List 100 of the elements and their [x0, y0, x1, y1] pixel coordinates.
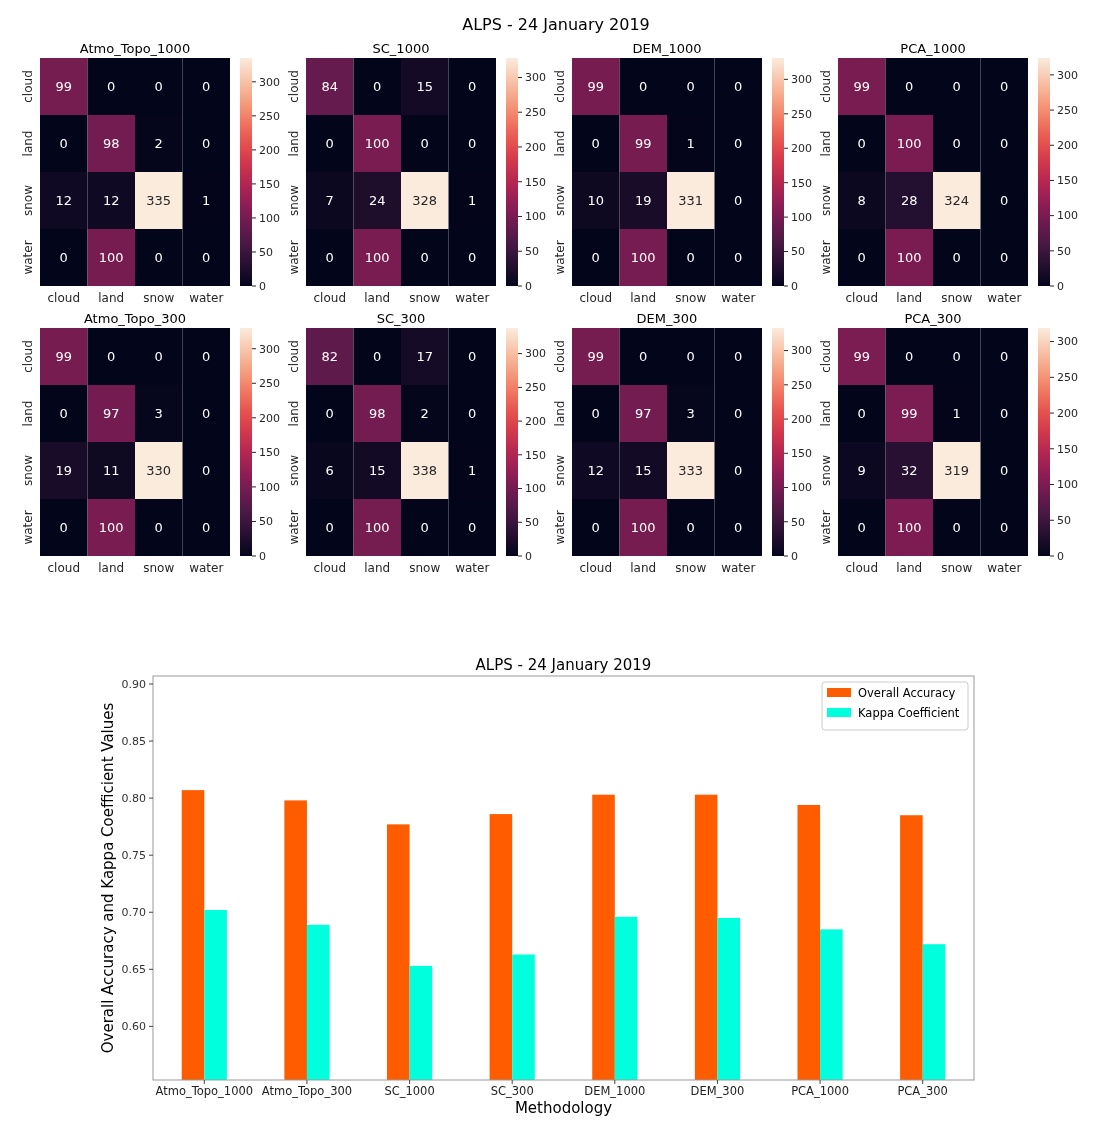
data-label: 0: [420, 136, 429, 152]
data-label: 0: [734, 406, 743, 422]
color-bar-label: 50: [1057, 514, 1071, 528]
color-bar-label: 150: [525, 175, 546, 189]
color-bar-label: 200: [791, 412, 812, 426]
data-label: 335: [146, 193, 172, 209]
chart-title: PCA_300: [904, 311, 962, 326]
data-label: 0: [1000, 193, 1009, 209]
data-label: 0: [1000, 136, 1009, 152]
data-label: 24: [368, 193, 386, 209]
y-tick-label: land: [819, 400, 833, 427]
color-bar-label: 0: [525, 279, 532, 293]
x-tick-label: DEM_1000: [584, 1084, 646, 1098]
data-label: 0: [1000, 520, 1009, 536]
data-label: 0: [591, 136, 600, 152]
y-tick-label: 0.90: [121, 677, 146, 691]
color-bar-label: 100: [1057, 209, 1078, 223]
data-label: 12: [587, 463, 605, 479]
chart-title: SC_1000: [372, 41, 430, 56]
x-tick-label: snow: [941, 291, 973, 305]
data-label: 0: [325, 406, 334, 422]
color-bar-label: 300: [259, 75, 280, 89]
data-label: 99: [55, 79, 73, 95]
y-tick-label: snow: [819, 454, 833, 487]
color-bar-label: 250: [791, 378, 812, 392]
data-label: 10: [587, 193, 605, 209]
data-label: 0: [373, 349, 382, 365]
y-tick-label: cloud: [21, 340, 35, 373]
color-bar-label: 200: [1057, 139, 1078, 153]
data-label: 0: [952, 250, 961, 266]
data-label: 1: [686, 136, 695, 152]
color-bar-label: 250: [259, 109, 280, 123]
color-bar-label: 100: [259, 480, 280, 494]
x-tick-label: water: [455, 291, 490, 305]
data-label: 9: [857, 463, 866, 479]
y-tick-label: land: [553, 130, 567, 157]
y-tick-label: cloud: [819, 70, 833, 103]
x-tick-label: SC_300: [490, 1084, 534, 1098]
y-tick-label: cloud: [287, 70, 301, 103]
y-tick-label: land: [287, 400, 301, 427]
data-label: 100: [896, 136, 922, 152]
x-tick-label: snow: [143, 561, 175, 575]
data-label: 15: [634, 463, 652, 479]
data-label: 0: [468, 250, 477, 266]
x-tick-label: cloud: [845, 291, 878, 305]
data-label: 0: [857, 406, 866, 422]
data-label: 0: [154, 79, 163, 95]
color-bar-label: 250: [791, 107, 812, 121]
data-label: 0: [468, 520, 477, 536]
data-label: 0: [905, 79, 914, 95]
legend-label: Kappa Coefficient: [858, 706, 960, 721]
color-bar-label: 100: [791, 210, 812, 224]
data-label: 0: [468, 406, 477, 422]
data-label: 0: [639, 349, 648, 365]
y-tick-label: 0.75: [121, 849, 146, 863]
data-label: 0: [686, 250, 695, 266]
data-label: 0: [468, 79, 477, 95]
data-label: 0: [325, 520, 334, 536]
x-tick-label: water: [987, 561, 1022, 575]
y-tick-label: 0.70: [121, 906, 146, 920]
data-label: 100: [364, 250, 390, 266]
data-label: 98: [368, 406, 386, 422]
y-tick-label: water: [553, 240, 567, 275]
x-tick-label: snow: [143, 291, 175, 305]
data-label: 100: [896, 250, 922, 266]
color-bar-label: 300: [1057, 335, 1078, 349]
data-label: 15: [368, 463, 386, 479]
data-label: 100: [98, 250, 124, 266]
data-label: 2: [420, 406, 429, 422]
data-label: 328: [412, 193, 438, 209]
x-tick-label: SC_1000: [384, 1084, 435, 1098]
color-bar-label: 50: [259, 515, 273, 529]
data-label: 0: [202, 349, 211, 365]
data-label: 32: [900, 463, 918, 479]
data-label: 0: [154, 520, 163, 536]
color-bar-label: 250: [1057, 103, 1078, 117]
color-bar-label: 150: [791, 176, 812, 190]
data-label: 100: [364, 520, 390, 536]
data-label: 0: [468, 136, 477, 152]
color-bar-label: 250: [525, 106, 546, 120]
data-label: 0: [154, 250, 163, 266]
color-bar-label: 100: [259, 211, 280, 225]
color-bar-label: 250: [525, 381, 546, 395]
data-label: 0: [1000, 250, 1009, 266]
x-tick-label: cloud: [845, 561, 878, 575]
data-label: 0: [857, 520, 866, 536]
data-label: 19: [55, 463, 73, 479]
data-label: 0: [373, 79, 382, 95]
y-tick-label: cloud: [553, 70, 567, 103]
y-tick-label: 0.60: [121, 1020, 146, 1034]
y-tick-label: snow: [819, 184, 833, 217]
data-label: 330: [146, 463, 172, 479]
data-label: 0: [107, 349, 116, 365]
data-label: 331: [678, 193, 704, 209]
y-tick-label: land: [21, 400, 35, 427]
color-bar-label: 50: [1057, 244, 1071, 258]
color-bar-label: 300: [1057, 68, 1078, 82]
chart-title: DEM_300: [636, 311, 698, 326]
color-bar-label: 150: [259, 177, 280, 191]
y-tick-label: 0.65: [121, 963, 146, 977]
